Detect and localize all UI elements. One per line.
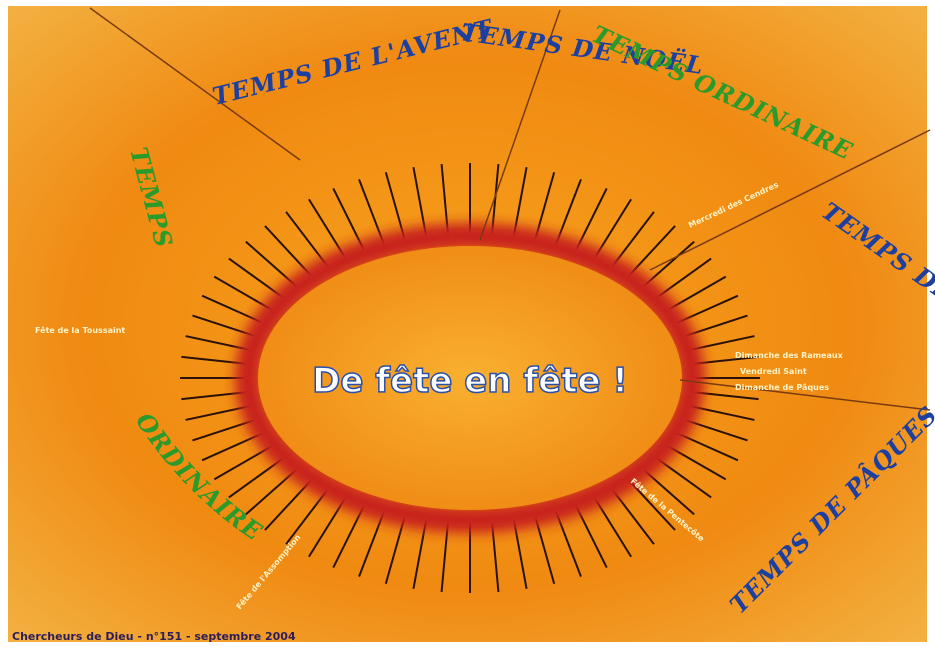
ray: [228, 257, 284, 299]
ray: [384, 516, 406, 585]
feast-label: Dimanche de Pâques: [735, 383, 829, 392]
ray: [245, 469, 297, 516]
ray: [332, 505, 365, 569]
ray: [201, 432, 263, 462]
ray: [512, 520, 528, 590]
ray: [440, 522, 449, 593]
divider: [89, 7, 301, 161]
ray: [358, 511, 385, 577]
ray: [555, 511, 582, 577]
ray: [677, 294, 739, 324]
title: De fête en fête !: [312, 361, 628, 401]
ray: [656, 457, 712, 499]
ray: [192, 419, 255, 442]
ray: [693, 355, 759, 365]
center: [258, 246, 682, 510]
ray: [611, 211, 655, 267]
ray: [594, 198, 632, 258]
ray: [628, 225, 676, 277]
ray: [245, 240, 297, 287]
ray: [358, 179, 385, 245]
ray: [690, 335, 755, 351]
ray: [491, 163, 500, 234]
ray: [611, 489, 655, 545]
ray: [440, 163, 449, 234]
ray: [264, 479, 312, 531]
feast-label: Vendredi Saint: [740, 367, 807, 376]
rays: [180, 163, 760, 593]
ray: [192, 314, 255, 337]
ray: [575, 187, 608, 251]
ray: [201, 294, 263, 324]
ray: [685, 314, 748, 337]
ray: [412, 166, 428, 236]
ray: [594, 498, 632, 558]
ray: [185, 335, 250, 351]
ray: [693, 391, 759, 401]
ray: [575, 505, 608, 569]
ray: [213, 445, 273, 481]
ray: [181, 391, 247, 401]
ray: [412, 520, 428, 590]
ray: [643, 240, 695, 287]
ray: [656, 257, 712, 299]
divider: [479, 9, 561, 241]
ray: [181, 355, 247, 365]
divider: [649, 129, 931, 271]
ray: [332, 187, 365, 251]
ray: [308, 198, 346, 258]
ray: [685, 419, 748, 442]
ray: [534, 516, 556, 585]
ray: [534, 171, 556, 240]
feast-label: Dimanche des Rameaux: [735, 351, 844, 360]
ray: [491, 522, 500, 593]
ray: [667, 445, 727, 481]
ray: [384, 171, 406, 240]
ray: [213, 275, 273, 311]
ray: [185, 405, 250, 421]
ray: [285, 489, 329, 545]
ray: [285, 211, 329, 267]
ray: [628, 479, 676, 531]
feast-label: Fête de la Toussaint: [35, 325, 125, 335]
ray: [308, 498, 346, 558]
ray: [690, 405, 755, 421]
ray: [264, 225, 312, 277]
ray: [228, 457, 284, 499]
ray: [512, 166, 528, 236]
ray: [667, 275, 727, 311]
footer: Chercheurs de Dieu - n°151 - septembre 2…: [12, 630, 296, 643]
ray: [555, 179, 582, 245]
ray: [643, 469, 695, 516]
ray: [677, 432, 739, 462]
divider: [679, 379, 931, 411]
ring: [235, 223, 705, 533]
